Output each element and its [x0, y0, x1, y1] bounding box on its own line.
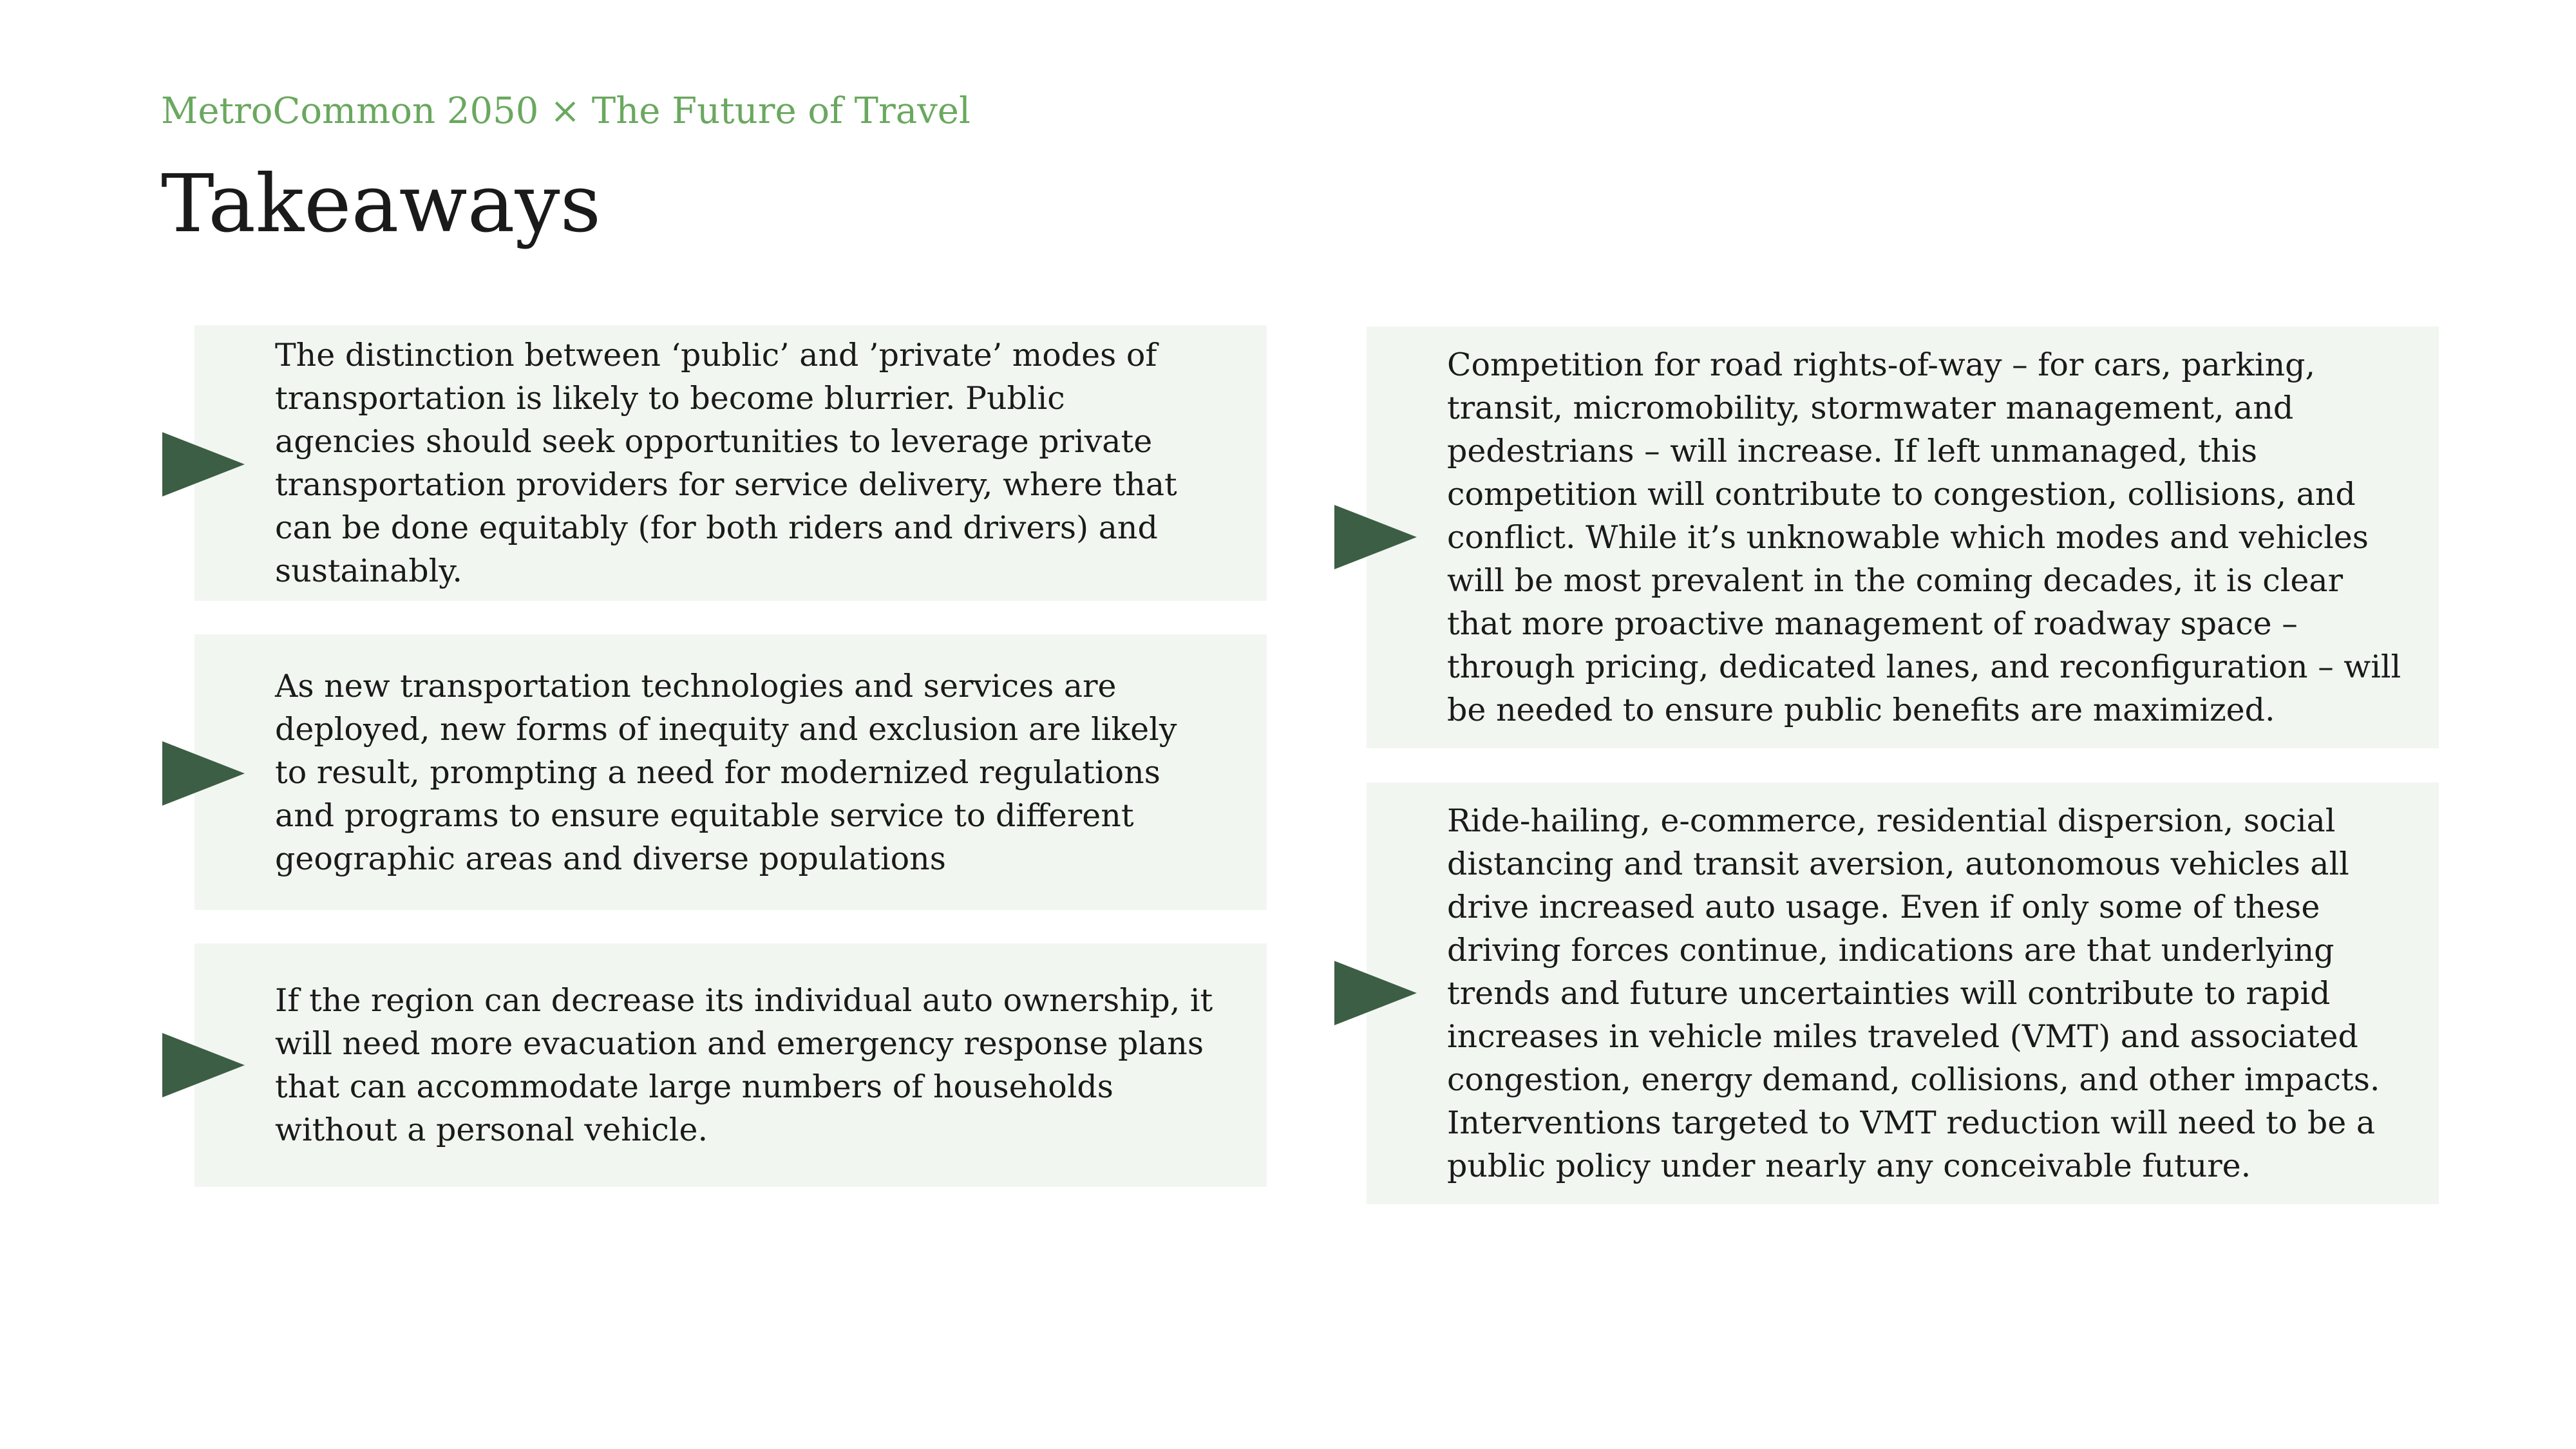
takeaway-text: As new transportation technologies and s… — [275, 667, 1177, 877]
triangle-arrow-icon — [162, 432, 245, 497]
takeaway-card: The distinction between ‘public’ and ’pr… — [194, 325, 1267, 601]
takeaway-card: As new transportation technologies and s… — [194, 634, 1267, 910]
triangle-arrow-icon — [162, 741, 245, 806]
takeaway-text: The distinction between ‘public’ and ’pr… — [275, 337, 1177, 589]
takeaway-card: If the region can decrease its individua… — [194, 943, 1267, 1187]
takeaway-card: Competition for road rights-of-way – for… — [1367, 327, 2439, 748]
takeaway-text: Competition for road rights-of-way – for… — [1447, 346, 2401, 728]
takeaway-text: If the region can decrease its individua… — [275, 982, 1213, 1148]
takeaway-card: Ride-hailing, e-commerce, residential di… — [1367, 782, 2439, 1204]
triangle-arrow-icon — [1334, 505, 1417, 569]
takeaway-text: Ride-hailing, e-commerce, residential di… — [1447, 802, 2380, 1184]
page-eyebrow: MetroCommon 2050 × The Future of Travel — [161, 90, 971, 132]
triangle-arrow-icon — [1334, 961, 1417, 1025]
triangle-arrow-icon — [162, 1033, 245, 1097]
page-title: Takeaways — [161, 158, 601, 251]
